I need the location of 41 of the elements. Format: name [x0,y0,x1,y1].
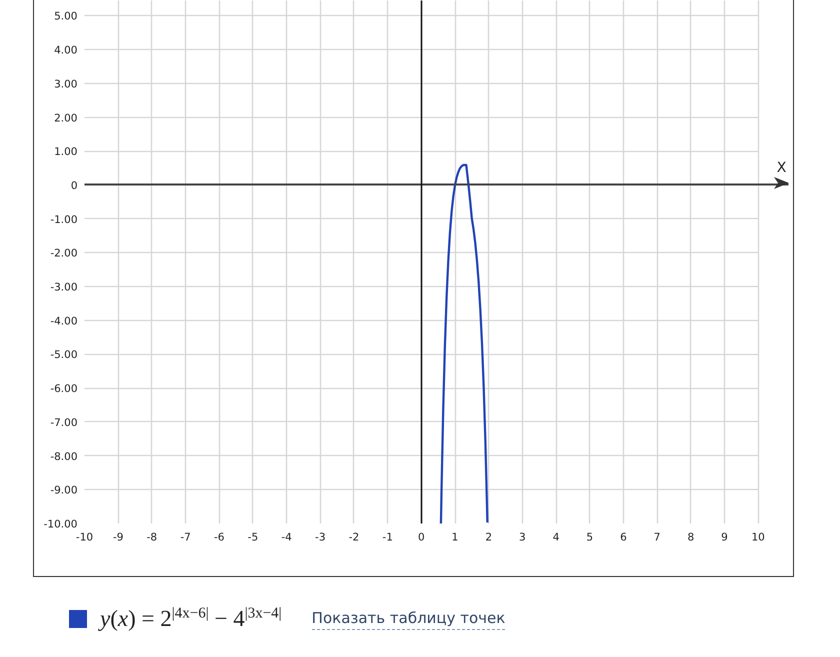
y-tick-label: 0 [70,180,78,192]
y-tick-label: -3.00 [50,282,78,294]
y-tick-label: -8.00 [50,450,78,463]
y-tick-label: 1.00 [54,146,78,158]
y-tick-label: 5.00 [54,10,78,23]
x-tick-label: 10 [752,532,765,544]
y-tick-label: 4.00 [54,44,78,57]
x-tick-label: 7 [654,532,660,544]
x-tick-label: 2 [485,532,492,544]
x-tick-label: -10 [76,532,94,544]
x-axis-title: X [776,160,787,176]
x-tick-label: -5 [248,532,258,544]
x-tick-label: -8 [146,532,158,544]
x-tick-label: -2 [348,532,360,544]
y-tick-label: -5.00 [50,349,78,362]
x-tick-label: -9 [112,532,124,544]
x-tick-label: 3 [519,532,526,544]
annotation: Показать таблицу точек [312,608,506,630]
x-tick-label: -4 [281,532,292,544]
x-tick-label: 4 [552,532,560,544]
y-tick-label: -1.00 [50,214,78,226]
x-tick-label: -1 [382,532,393,544]
x-tick-label: 1 [452,532,458,544]
line-series [440,164,488,524]
y-tick-label: -6.00 [50,383,78,396]
x-tick-label: 0 [418,532,425,544]
x-tick-label: 5 [586,532,594,544]
x-tick-label: -6 [214,532,225,544]
y-tick-label: -10.00 [44,518,78,530]
x-tick-label: 6 [620,532,628,544]
legend-label: y(x) = 2$^{|4x−6|}$ − 4$^{|3x−4|}$ [100,604,282,633]
x-tick-label: 8 [687,532,694,544]
y-tick-label: -2.00 [50,248,78,260]
x-tick-label: -7 [180,532,191,544]
y-tick-label: 2.00 [54,112,78,124]
x-tick-label: 9 [721,532,728,544]
y-tick-label: -9.00 [50,484,78,497]
y-tick-label: -7.00 [50,416,78,429]
y-tick-label: -4.00 [50,315,78,328]
x-tick-label: -3 [315,532,326,544]
y-tick-label: 3.00 [54,78,78,90]
